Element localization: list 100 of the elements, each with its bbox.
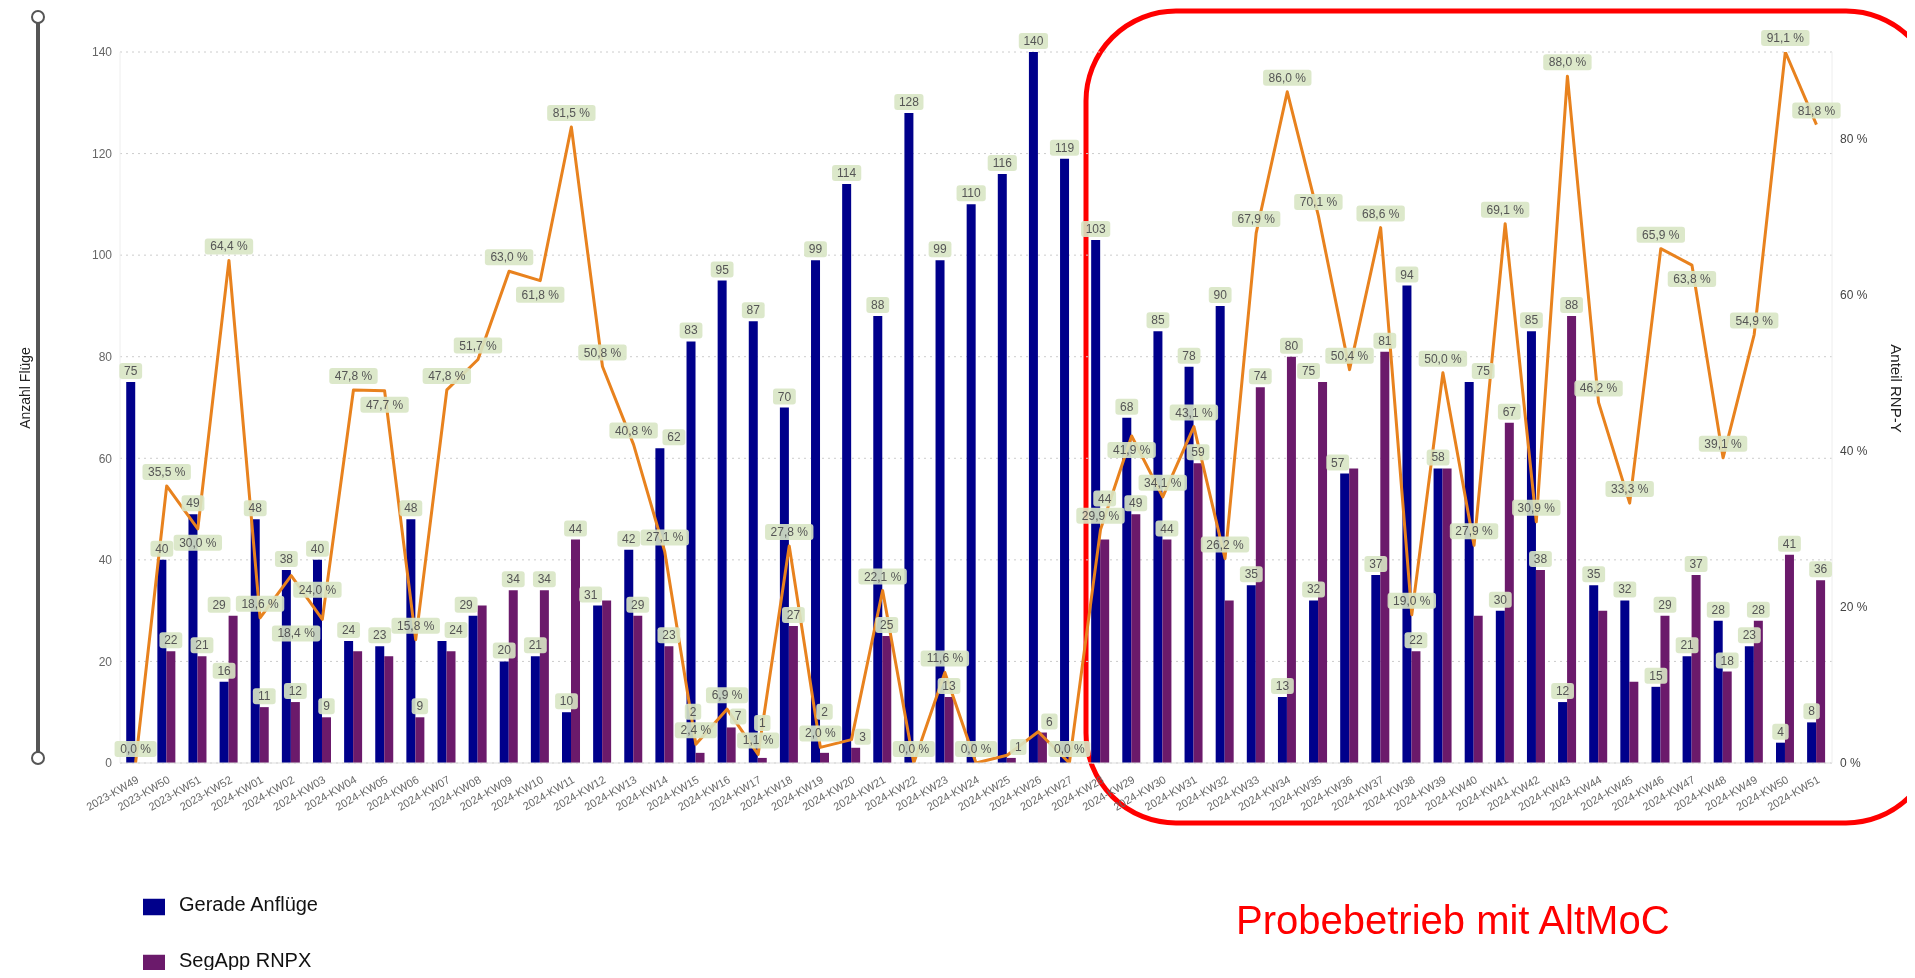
data-label: 23 — [1742, 628, 1757, 643]
data-label: 49 — [186, 496, 200, 511]
data-label: 48 — [404, 501, 418, 516]
data-label: 103 — [1085, 221, 1106, 236]
data-label: 30,0 % — [179, 535, 217, 550]
y-tick-label: 80 — [98, 349, 113, 364]
data-label: 63,0 % — [490, 250, 529, 265]
data-label: 0,0 % — [120, 742, 152, 756]
data-label: 116 — [992, 155, 1013, 170]
bar — [1473, 615, 1483, 763]
data-label: 50,4 % — [1330, 348, 1369, 363]
y-tick-label: 100 — [91, 248, 113, 263]
y2-tick-label: 80 % — [1840, 131, 1868, 146]
data-label: 99 — [933, 242, 948, 257]
data-label: 30 — [1493, 592, 1508, 607]
data-label: 38 — [1533, 552, 1548, 567]
data-label: 36 — [1813, 562, 1828, 577]
data-label: 7 — [734, 709, 742, 724]
data-label: 87 — [746, 303, 761, 318]
data-label: 57 — [1331, 455, 1345, 470]
bar — [437, 641, 447, 763]
data-label: 74 — [1253, 369, 1268, 384]
bar — [1629, 681, 1639, 763]
data-label: 20 — [497, 643, 512, 658]
data-label: 80 — [1284, 338, 1299, 353]
data-label: 18,6 % — [241, 596, 280, 611]
data-label: 67,9 % — [1237, 212, 1276, 227]
data-label: 37 — [1689, 557, 1704, 572]
data-label: 6 — [1046, 714, 1054, 729]
y-tick-label: 140 — [91, 45, 113, 60]
data-label: 29 — [1658, 597, 1672, 612]
y-tick-label: 60 — [98, 451, 113, 466]
data-label: 0,0 % — [898, 742, 930, 756]
y2-tick-label: 0 % — [1840, 756, 1862, 771]
data-label: 21 — [1680, 638, 1695, 653]
data-label: 86,0 % — [1268, 70, 1307, 85]
data-label: 94 — [1400, 267, 1414, 282]
y-tick-label: 40 — [98, 553, 113, 568]
data-label: 64,4 % — [210, 239, 248, 254]
bar — [1100, 539, 1110, 763]
data-label: 23 — [373, 628, 387, 643]
data-label: 9 — [416, 699, 424, 714]
y-tick-label: 120 — [91, 146, 113, 161]
data-label: 12 — [288, 684, 303, 699]
bar — [1598, 610, 1608, 763]
data-label: 18 — [1720, 653, 1735, 668]
bar — [1371, 575, 1381, 763]
data-label: 24 — [449, 623, 463, 638]
data-label: 2 — [821, 704, 829, 719]
data-label: 1 — [1014, 739, 1022, 754]
data-label: 58 — [1431, 450, 1446, 465]
data-label: 24 — [341, 623, 356, 638]
data-label: 50,0 % — [1424, 351, 1462, 366]
data-label: 46,2 % — [1579, 381, 1618, 396]
data-label: 99 — [808, 242, 823, 257]
data-label: 75 — [124, 364, 138, 379]
data-label: 2 — [689, 704, 697, 719]
data-label: 1 — [758, 715, 766, 730]
data-label: 15,8 % — [397, 618, 435, 633]
data-label: 41 — [1782, 536, 1797, 551]
data-label: 27,1 % — [646, 530, 684, 545]
data-label: 44 — [1097, 491, 1112, 506]
data-label: 22 — [1409, 633, 1423, 648]
data-label: 63,8 % — [1673, 272, 1711, 287]
data-label: 39,1 % — [1704, 436, 1743, 451]
data-label: 13 — [942, 678, 957, 693]
data-label: 32 — [1618, 582, 1632, 597]
data-label: 88 — [871, 298, 885, 313]
data-label: 6,9 % — [711, 688, 743, 703]
data-label: 27,8 % — [770, 525, 809, 540]
data-label: 78 — [1182, 348, 1197, 363]
data-label: 29 — [631, 597, 645, 612]
data-label: 19,0 % — [1393, 593, 1431, 608]
data-label: 34,1 % — [1144, 475, 1182, 490]
data-label: 128 — [898, 94, 920, 109]
data-label: 31 — [583, 587, 598, 602]
data-label: 32 — [1306, 582, 1321, 597]
data-label: 83 — [684, 323, 699, 338]
data-label: 10 — [559, 694, 574, 709]
data-label: 30,9 % — [1517, 500, 1556, 515]
data-label: 70,1 % — [1299, 194, 1338, 209]
bar — [344, 641, 354, 763]
data-label: 22 — [164, 633, 178, 648]
data-label: 16 — [217, 663, 232, 678]
data-label: 21 — [528, 638, 543, 653]
bar — [384, 656, 394, 763]
data-label: 85 — [1151, 313, 1165, 328]
data-label: 27 — [786, 607, 801, 622]
data-label: 140 — [1023, 34, 1044, 48]
data-label: 25 — [880, 618, 894, 633]
data-label: 81,5 % — [552, 105, 591, 120]
data-label: 27,9 % — [1455, 524, 1494, 539]
data-label: 28 — [1751, 602, 1766, 617]
data-label: 35 — [1244, 567, 1259, 582]
data-label: 29 — [212, 597, 227, 612]
data-label: 29 — [459, 597, 474, 612]
y2-tick-label: 20 % — [1840, 600, 1868, 615]
data-label: 35,5 % — [148, 464, 186, 479]
bar — [842, 184, 852, 763]
data-label: 34 — [506, 572, 521, 587]
